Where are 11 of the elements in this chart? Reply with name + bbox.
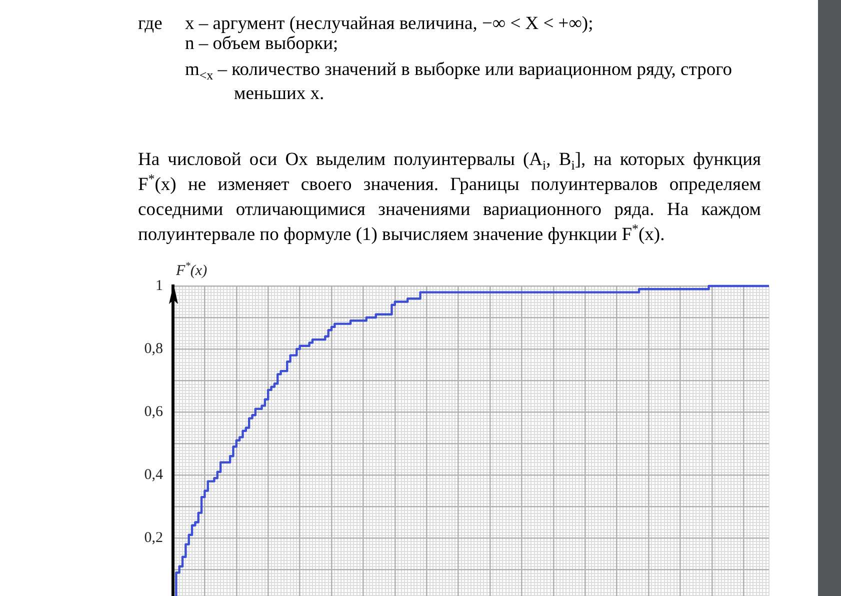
y-tick-label: 0,2 — [144, 530, 163, 546]
text: x – аргумент (неслучайная величина, −∞ < X < +∞); — [185, 13, 594, 36]
text: n – объем выборки; — [185, 33, 340, 56]
y-tick-label: 1 — [156, 278, 163, 294]
text: На числовой оси Ox выделим полуинтервалы (A$_{i}$, B$_{i}$], на которых функция F$^{*}$(x) не изменяет своего значения. Границы полуинтервалов определяем соседними отличающимися значениями вариационного ряда. На каждом полуинтервале по формуле (1) вычисляем значение функции F$^{*}$(x). — [138, 150, 761, 245]
y-tick-label: 0,4 — [144, 466, 164, 483]
y-axis-title: F$^{*}$(x) — [176, 261, 208, 279]
text: m$_{<x}$ – количество значений в выборке или вариационном ряду, строго меньших x. — [185, 59, 733, 106]
y-tick-label: 0,6 — [144, 404, 164, 420]
y-tick-label: 0,8 — [144, 340, 163, 357]
text: где — [138, 13, 164, 36]
